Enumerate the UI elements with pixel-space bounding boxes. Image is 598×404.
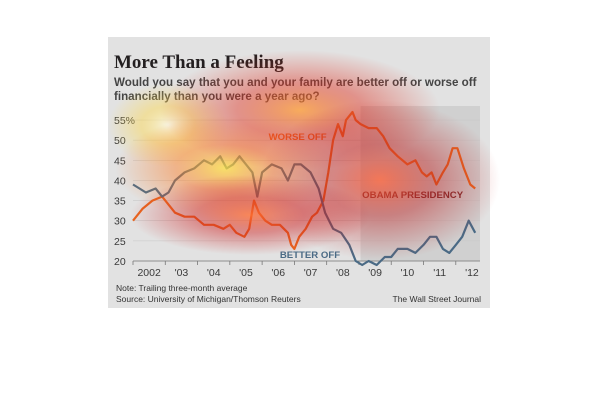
presidency-label: OBAMA PRESIDENCY <box>362 190 464 201</box>
x-tick-label: '05 <box>239 267 253 279</box>
x-tick-label: '10 <box>401 267 415 279</box>
worse-off-label: WORSE OFF <box>269 132 327 143</box>
publication-credit: The Wall Street Journal <box>392 294 482 304</box>
y-tick-label: 20 <box>114 256 126 268</box>
x-tick-label: '07 <box>304 267 318 279</box>
y-tick-label: 30 <box>114 216 126 228</box>
x-tick-label: '11 <box>433 267 446 279</box>
y-tick-label: 25 <box>114 236 126 248</box>
y-tick-label: 40 <box>114 175 126 187</box>
x-tick-label: '12 <box>465 267 479 279</box>
y-tick-label: 55% <box>114 115 135 127</box>
better-off-label: BETTER OFF <box>280 250 340 261</box>
chart-card: More Than a Feeling Would you say that y… <box>108 37 490 308</box>
y-tick-label: 35 <box>114 196 126 208</box>
x-tick-label: '04 <box>207 267 221 279</box>
x-tick-label: '08 <box>336 267 350 279</box>
line-chart: 55% 50 45 40 35 30 25 20 2002 '03 '04 '05 '06 '07 '08 '… <box>114 106 480 279</box>
y-tick-label: 50 <box>114 135 126 147</box>
x-tick-label: '03 <box>175 267 189 279</box>
x-tick-label: 2002 <box>137 267 161 279</box>
x-tick-label: '09 <box>368 267 382 279</box>
x-tick-label: '06 <box>271 267 285 279</box>
chart-source: Source: University of Michigan/Thomson R… <box>116 294 301 304</box>
y-tick-label: 45 <box>114 155 126 167</box>
chart-note: Note: Trailing three-month average <box>116 283 248 293</box>
